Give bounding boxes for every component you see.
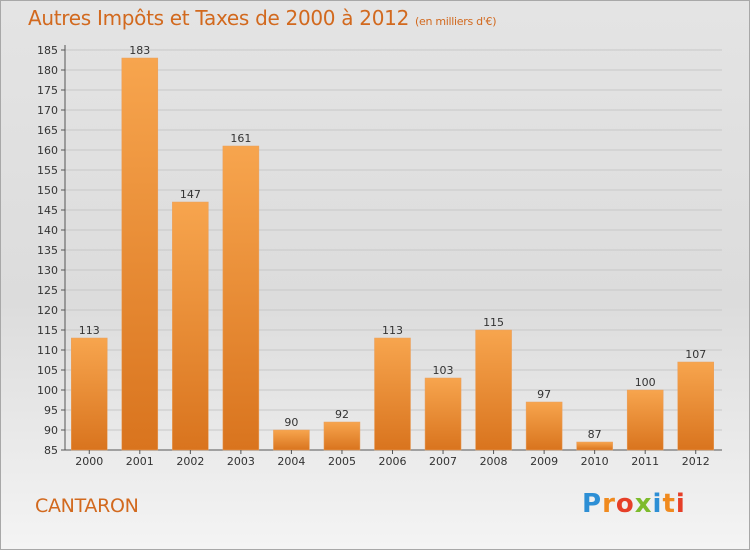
y-tick-label: 180 [37,64,58,77]
y-tick-label: 110 [37,344,58,357]
proxiti-logo[interactable]: Proxiti [582,489,686,519]
x-tick-label-2011: 2011 [631,455,659,468]
chart-subtitle: (en milliers d'€) [415,15,497,28]
title-text: Autres Impôts et Taxes de 2000 à 2012 [28,6,409,30]
bar-2011 [626,389,664,451]
bar-2000 [71,337,108,451]
x-tick-label-2005: 2005 [328,455,356,468]
data-label-2006: 113 [382,324,403,337]
y-tick-label: 90 [44,424,58,437]
y-tick-label: 95 [44,404,58,417]
data-label-2003: 161 [230,132,251,145]
x-tick-label-2000: 2000 [75,455,103,468]
y-tick-label: 115 [37,324,58,337]
y-tick-label: 140 [37,224,58,237]
bar-2005 [323,421,361,451]
y-tick-label: 100 [37,384,58,397]
data-label-2000: 113 [79,324,100,337]
data-label-2007: 103 [433,364,454,377]
x-tick-label-2002: 2002 [176,455,204,468]
data-label-2002: 147 [180,188,201,201]
y-tick-label: 125 [37,284,58,297]
bar-2007 [424,377,462,451]
x-tick-label-2003: 2003 [227,455,255,468]
bar-2004 [273,429,310,451]
data-label-2009: 97 [537,388,551,401]
bar-2010 [576,441,613,451]
bar-2006 [374,337,411,451]
data-label-2008: 115 [483,316,504,329]
x-tick-label-2004: 2004 [277,455,305,468]
y-tick-label: 150 [37,184,58,197]
bar-2001 [121,57,159,451]
y-tick-label: 85 [44,444,58,457]
bar-2008 [475,329,512,451]
y-tick-label: 135 [37,244,58,257]
y-tick-label: 185 [37,44,58,57]
y-tick-label: 155 [37,164,58,177]
place-name: CANTARON [35,495,139,517]
data-label-2001: 183 [129,44,150,57]
y-tick-label: 160 [37,144,58,157]
x-tick-label-2008: 2008 [480,455,508,468]
bar-2012 [677,361,714,451]
bar-2003 [222,145,260,451]
y-tick-label: 120 [37,304,58,317]
data-label-2010: 87 [588,428,602,441]
x-tick-label-2006: 2006 [379,455,407,468]
x-tick-label-2009: 2009 [530,455,558,468]
chart-title: Autres Impôts et Taxes de 2000 à 2012 (en… [28,6,496,30]
bar-2002 [172,201,209,451]
y-tick-label: 145 [37,204,58,217]
x-tick-label-2007: 2007 [429,455,457,468]
x-tick-label-2001: 2001 [126,455,154,468]
data-label-2005: 92 [335,408,349,421]
x-tick-label-2012: 2012 [682,455,710,468]
x-tick-label-2010: 2010 [581,455,609,468]
y-tick-label: 165 [37,124,58,137]
data-label-2004: 90 [284,416,298,429]
bar-2009 [525,401,563,451]
data-label-2011: 100 [635,376,656,389]
y-tick-label: 170 [37,104,58,117]
y-tick-label: 175 [37,84,58,97]
y-tick-label: 130 [37,264,58,277]
data-label-2012: 107 [685,348,706,361]
y-tick-label: 105 [37,364,58,377]
